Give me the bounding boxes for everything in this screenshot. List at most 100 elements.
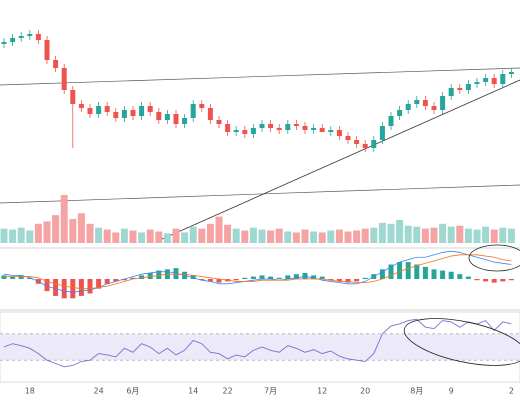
macd-bar xyxy=(139,275,145,279)
macd-bar xyxy=(44,279,50,292)
macd-bar xyxy=(104,279,110,284)
candle-body xyxy=(147,106,153,112)
macd-bar xyxy=(397,262,403,279)
volume-bar xyxy=(327,230,335,243)
volume-bar xyxy=(396,219,404,243)
candle-body xyxy=(44,40,50,60)
trend-line xyxy=(0,184,520,204)
candle-body xyxy=(371,140,377,148)
volume-bar xyxy=(249,227,257,243)
rsi-frame xyxy=(0,311,520,383)
volume-bar xyxy=(482,226,490,243)
macd-bar xyxy=(405,262,411,279)
macd-bar xyxy=(491,279,497,283)
candle-body xyxy=(156,112,162,120)
volume-bar xyxy=(318,232,326,243)
candle-body xyxy=(190,104,196,118)
macd-bar xyxy=(113,279,119,282)
macd-bar xyxy=(130,277,136,279)
macd-bar xyxy=(268,276,274,279)
candle-body xyxy=(483,78,489,82)
volume-bar xyxy=(310,231,318,243)
volume-bar xyxy=(232,228,240,243)
rsi-band xyxy=(0,333,520,361)
volume-bar xyxy=(129,230,137,243)
macd-bar xyxy=(207,279,213,282)
candle-body xyxy=(96,106,102,114)
volume-bar xyxy=(189,226,197,243)
volume-bar xyxy=(9,229,17,243)
volume-bar xyxy=(146,229,154,243)
x-tick-label: 24 xyxy=(94,387,104,396)
macd-bar xyxy=(10,276,16,279)
macd-bar xyxy=(199,279,205,281)
macd-bar xyxy=(414,264,420,279)
candle-body xyxy=(225,124,231,132)
volume-bar xyxy=(52,215,60,243)
x-tick-label: 20 xyxy=(360,387,370,396)
macd-bar xyxy=(96,279,102,289)
volume-bar xyxy=(353,230,361,243)
x-tick-label: 12 xyxy=(317,387,327,396)
candle-body xyxy=(362,144,368,148)
volume-bar xyxy=(112,232,120,243)
volume-bar xyxy=(413,226,421,243)
x-tick-label: 9 xyxy=(449,387,454,396)
volume-bar xyxy=(490,229,498,243)
macd-bar xyxy=(508,279,514,281)
volume-bar xyxy=(26,230,34,243)
macd-bar xyxy=(388,264,394,279)
macd-bar xyxy=(156,270,162,279)
candle-body xyxy=(35,34,41,40)
candle-body xyxy=(18,36,24,38)
candle-body xyxy=(422,100,428,106)
candle-body xyxy=(465,84,471,90)
macd-bar xyxy=(302,272,308,279)
macd-bar xyxy=(457,274,463,279)
macd-bar xyxy=(18,275,24,279)
volume-bar xyxy=(301,229,309,243)
macd-bar xyxy=(233,279,239,281)
macd-bar xyxy=(250,276,256,279)
volume-bar xyxy=(258,229,266,243)
macd-bar xyxy=(474,279,480,281)
volume-bar xyxy=(43,221,51,243)
macd-bar xyxy=(422,266,428,279)
macd-bar xyxy=(379,269,385,279)
candle-body xyxy=(70,90,76,104)
volume-bar xyxy=(77,213,85,243)
macd-bar xyxy=(285,275,291,279)
candle-body xyxy=(388,116,394,126)
volume-bar xyxy=(86,223,94,243)
macd-bar xyxy=(121,279,127,281)
candle-body xyxy=(354,140,360,144)
volume-bar xyxy=(69,219,77,243)
volume-bar xyxy=(95,227,103,243)
macd-bar xyxy=(1,275,7,279)
candle-body xyxy=(276,128,282,130)
candle-body xyxy=(242,130,248,134)
volume-bar xyxy=(138,232,146,243)
macd-bar xyxy=(190,275,196,279)
x-tick-label: 22 xyxy=(223,387,233,396)
volume-bar xyxy=(464,228,472,243)
candle-body xyxy=(1,42,7,44)
macd-bar xyxy=(147,272,153,279)
macd-bar xyxy=(242,277,248,279)
volume-bar xyxy=(430,227,438,243)
macd-line xyxy=(4,254,512,290)
macd-bar xyxy=(354,279,360,282)
x-tick-label: 14 xyxy=(188,387,198,396)
candle-body xyxy=(448,88,454,96)
rsi-line xyxy=(3,318,512,368)
volume-bar xyxy=(507,228,515,243)
volume-bar xyxy=(181,232,189,243)
macd-bar xyxy=(27,277,33,279)
candle-body xyxy=(78,104,84,108)
candle-body xyxy=(199,104,205,108)
candle-body xyxy=(139,106,145,116)
candle-body xyxy=(216,120,222,124)
volume-bar xyxy=(370,227,378,243)
candle-body xyxy=(87,108,93,114)
